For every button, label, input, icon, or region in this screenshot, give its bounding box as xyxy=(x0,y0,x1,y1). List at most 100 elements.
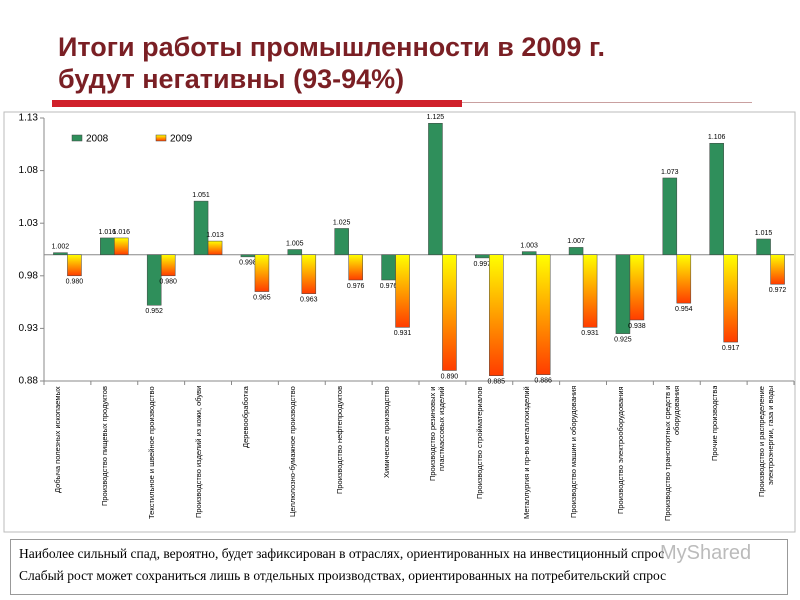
title-underline xyxy=(52,100,462,107)
bar xyxy=(193,200,209,256)
value-label: 0.998 xyxy=(239,260,257,267)
legend-label: 2009 xyxy=(170,134,193,145)
y-tick-label: 0.88 xyxy=(19,376,39,387)
bar xyxy=(254,254,270,292)
bar xyxy=(67,254,82,277)
legend-label: 2008 xyxy=(86,134,109,145)
bar xyxy=(629,254,645,321)
note: Наиболее сильный спад, вероятно, будет з… xyxy=(19,546,665,561)
x-tick-label: Производство резиновых и пластмассовых и… xyxy=(428,386,447,481)
bar xyxy=(334,228,349,256)
x-tick-label: Производство нефтепродуктов xyxy=(334,386,344,495)
bar xyxy=(756,238,771,256)
bar xyxy=(521,251,537,256)
y-tick-label: 1.03 xyxy=(19,218,39,229)
bar xyxy=(428,123,443,256)
bar xyxy=(723,254,738,343)
bar xyxy=(662,177,678,256)
x-tick-label: Текстильное и швейное производство xyxy=(147,386,157,519)
value-label: 0.965 xyxy=(253,294,271,301)
x-tick-label: Металлургия и пр-во металлоизделий xyxy=(522,386,532,519)
value-label: 0.925 xyxy=(614,337,632,344)
y-tick-label: 0.98 xyxy=(19,270,39,281)
x-tick-label: Производство стройматериалов xyxy=(475,386,485,499)
x-tick-label: Производство машин и оборудования xyxy=(569,386,579,519)
bar xyxy=(489,254,504,376)
x-tick-label: Прочие производства xyxy=(709,386,719,462)
value-label: 1.125 xyxy=(427,114,445,121)
bar xyxy=(770,254,785,285)
x-tick-label: Производство и распределение электроэнер… xyxy=(756,386,775,497)
value-label: 1.016 xyxy=(113,229,131,236)
bar xyxy=(535,254,551,375)
x-tick-label: Целлюлозно-бумажное производство xyxy=(287,386,297,517)
value-label: 0.886 xyxy=(534,378,552,385)
bar xyxy=(582,254,598,328)
value-label: 1.025 xyxy=(333,219,351,226)
value-label: 0.976 xyxy=(380,283,398,290)
value-label: 0.885 xyxy=(488,379,506,386)
value-label: 0.890 xyxy=(441,373,459,380)
value-label: 0.938 xyxy=(628,323,646,330)
bar xyxy=(160,254,176,277)
value-label: 0.997 xyxy=(474,261,492,268)
x-tick-label: Производство изделий из кожи, обуви xyxy=(194,386,204,519)
notes-box: Наиболее сильный спад, вероятно, будет з… xyxy=(10,539,788,595)
legend-swatch xyxy=(71,134,83,142)
value-label: 0.976 xyxy=(347,283,365,290)
x-tick-label: Химическое производство xyxy=(381,386,391,478)
value-label: 1.013 xyxy=(206,232,224,239)
bar xyxy=(100,237,115,256)
value-label: 0.931 xyxy=(394,330,412,337)
bar xyxy=(146,254,162,306)
value-label: 0.952 xyxy=(145,308,163,315)
value-label: 1.106 xyxy=(708,134,726,141)
title-line: Итоги работы промышленности в 2009 г. xyxy=(58,32,605,62)
value-label: 1.073 xyxy=(661,169,679,176)
bar xyxy=(676,254,692,304)
bar xyxy=(475,254,490,259)
x-tick-label: Производство электрооборудования xyxy=(615,386,625,514)
bar xyxy=(709,142,724,256)
bar xyxy=(615,254,631,334)
title-line: будут негативны (93-94%) xyxy=(58,64,405,94)
value-label: 1.015 xyxy=(755,230,773,237)
value-label: 1.005 xyxy=(286,240,304,247)
bar xyxy=(348,254,363,281)
bar xyxy=(395,254,410,328)
y-tick-label: 1.13 xyxy=(19,113,39,124)
value-label: 0.980 xyxy=(159,279,177,286)
legend-swatch xyxy=(155,134,167,142)
bar xyxy=(240,254,256,258)
value-label: 0.954 xyxy=(675,306,693,313)
chart: 0.88 0.93 0.98 1.03 1.08 1.13 1.002 1.016 0.952 1… xyxy=(3,111,796,533)
y-tick-label: 0.93 xyxy=(19,323,39,334)
chart-frame xyxy=(3,111,796,533)
bar xyxy=(442,254,457,371)
x-tick-label: Производство пищевых продуктов xyxy=(100,386,110,506)
value-label: 1.051 xyxy=(192,192,210,199)
y-tick-label: 1.08 xyxy=(19,165,39,176)
value-label: 0.980 xyxy=(66,279,84,286)
value-label: 0.917 xyxy=(722,345,740,352)
value-label: 0.931 xyxy=(581,330,599,337)
watermark: MyShared xyxy=(660,542,752,564)
value-label: 1.002 xyxy=(52,243,70,250)
x-tick-label: Деревообработка xyxy=(240,386,250,448)
bar xyxy=(114,237,129,256)
note: Слабый рост может сохраниться лишь в отд… xyxy=(19,568,667,583)
bar xyxy=(381,254,396,281)
bar xyxy=(568,247,584,256)
value-label: 1.016 xyxy=(99,229,117,236)
bar xyxy=(53,252,68,256)
bar xyxy=(301,254,317,294)
bar xyxy=(207,240,223,256)
value-label: 0.963 xyxy=(300,297,318,304)
x-tick-label: Производство транспортных средств и обор… xyxy=(662,386,681,522)
title-rule xyxy=(462,102,752,103)
bar xyxy=(287,249,303,256)
value-label: 0.972 xyxy=(769,287,787,294)
x-tick-label: Добыча полезных ископаемых xyxy=(53,386,63,493)
value-label: 1.007 xyxy=(567,238,585,245)
